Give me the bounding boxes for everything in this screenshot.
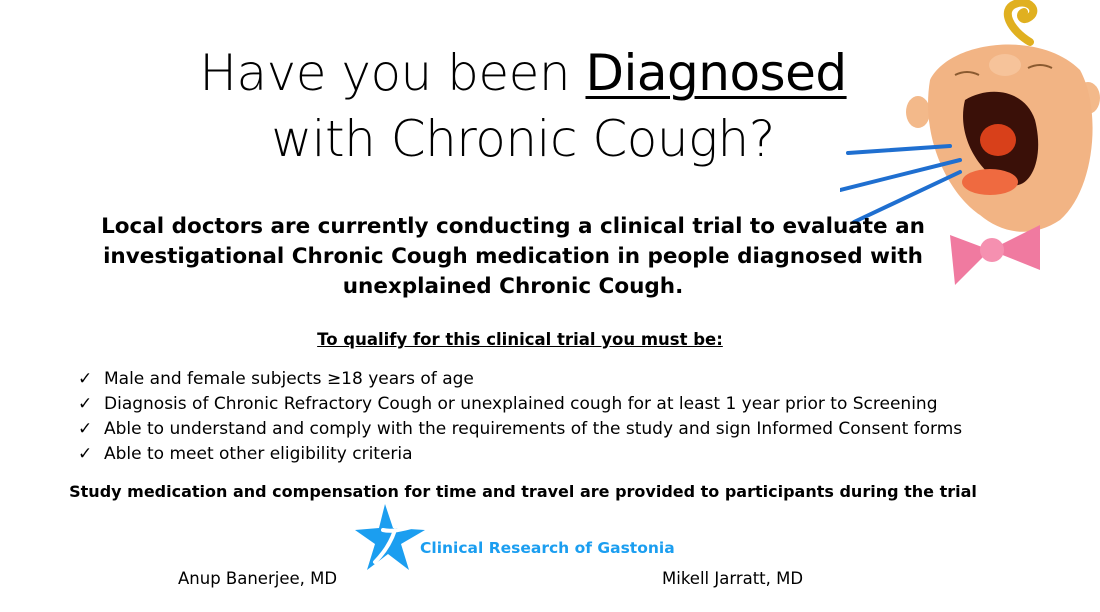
star-person-icon (355, 504, 425, 570)
criteria-item: ✓ Able to understand and comply with the … (78, 417, 962, 442)
coughing-baby-face-icon (840, 0, 1100, 285)
check-icon: ✓ (78, 394, 93, 414)
provided-note: Study medication and compensation for ti… (69, 482, 977, 501)
title-emphasis: Diagnosed (585, 44, 847, 102)
page-title-line1: Have you been Diagnosed (199, 44, 847, 102)
page-title-line2: with Chronic Cough? (271, 110, 775, 168)
doctor-name: Anup Banerjee, MD (178, 569, 338, 588)
check-icon: ✓ (78, 444, 93, 464)
check-icon: ✓ (78, 369, 93, 389)
criteria-item: ✓ Able to meet other eligibility criteria (78, 442, 962, 467)
check-icon: ✓ (78, 419, 93, 439)
intro-text: Local doctors are currently conducting a… (101, 214, 925, 299)
criteria-item: ✓ Male and female subjects ≥18 years of a… (78, 367, 962, 392)
criteria-list: ✓ Male and female subjects ≥18 years of a… (78, 367, 962, 467)
qualify-heading: To qualify for this clinical trial you m… (317, 330, 723, 349)
doctor-name: Mikell Jarratt, MD (662, 569, 804, 588)
criteria-item: ✓ Diagnosis of Chronic Refractory Cough o… (78, 392, 962, 417)
logo-text: Clinical Research of Gastonia (420, 539, 675, 557)
